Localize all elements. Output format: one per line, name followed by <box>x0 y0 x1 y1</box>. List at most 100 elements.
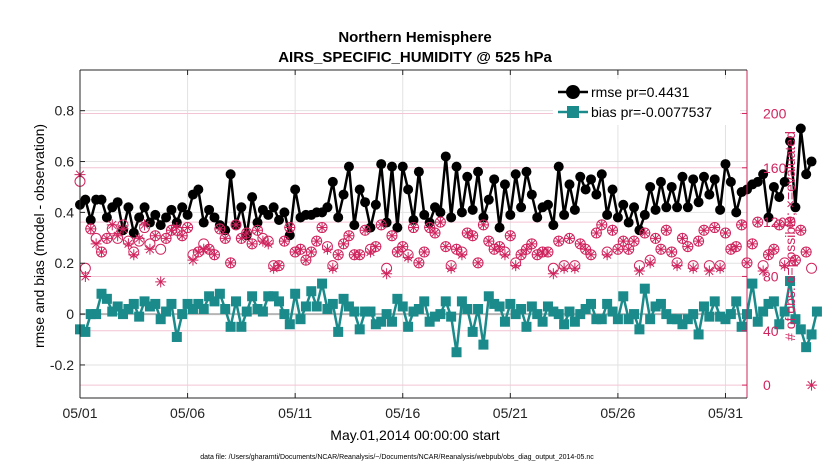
series-1-point-137 <box>811 306 822 317</box>
series-1-point-70 <box>451 347 462 358</box>
series-0-point-51 <box>349 220 360 231</box>
legend-bias-marker <box>567 106 579 118</box>
series-0-point-134 <box>795 123 806 134</box>
series-3-point-70 <box>451 243 463 255</box>
series-1-point-131 <box>779 306 790 317</box>
series-1-point-2 <box>85 309 96 320</box>
series-3-point-106 <box>644 257 656 269</box>
series-0-point-14 <box>150 209 161 220</box>
series-3-point-16 <box>160 232 172 244</box>
series-1-point-49 <box>338 293 349 304</box>
series-1-point-105 <box>639 283 650 294</box>
series-1-point-66 <box>430 311 441 322</box>
series-0-point-90 <box>559 209 570 220</box>
series-3-point-47 <box>327 262 339 274</box>
series-3-point-102 <box>623 243 635 255</box>
series-0-point-68 <box>440 151 451 162</box>
series-1-point-38 <box>279 309 290 320</box>
series-3-point-21 <box>187 254 199 266</box>
series-1-point-34 <box>257 306 268 317</box>
series-3-point-40 <box>289 246 301 258</box>
series-3-point-91 <box>563 232 575 244</box>
series-0-point-11 <box>134 212 145 223</box>
legend-rmse-marker <box>566 85 580 99</box>
series-3-point-123 <box>736 219 748 231</box>
series-0-point-92 <box>569 204 580 215</box>
series-0-point-112 <box>677 171 688 182</box>
series-0-point-56 <box>376 159 387 170</box>
series-3-point-135 <box>800 246 812 258</box>
series-3-point-131 <box>779 260 791 272</box>
series-0-point-22 <box>193 184 204 195</box>
series-3-point-27 <box>219 232 231 244</box>
series-1-point-78 <box>494 301 505 312</box>
series-1-point-97 <box>596 314 607 325</box>
series-0-point-35 <box>263 209 274 220</box>
series-0-point-46 <box>322 202 333 213</box>
series-1-point-60 <box>397 301 408 312</box>
series-3-point-85 <box>531 249 543 261</box>
series-0-point-32 <box>247 192 258 203</box>
y-right-tick-label-0: 0 <box>763 377 771 393</box>
series-3-point-10 <box>128 249 140 261</box>
series-3-point-92 <box>569 262 581 274</box>
series-1-point-39 <box>284 319 295 330</box>
series-3-point-73 <box>467 230 479 242</box>
series-3-point-50 <box>343 230 355 242</box>
series-3-point-109 <box>660 224 672 236</box>
series-3-point-89 <box>553 235 565 247</box>
series-1-point-91 <box>564 306 575 317</box>
series-0-point-67 <box>435 207 446 218</box>
series-3-point-58 <box>386 230 398 242</box>
series-3-point-41 <box>295 243 307 255</box>
series-3-point-97 <box>596 219 608 231</box>
series-3-point-105 <box>639 227 651 239</box>
series-3-point-104 <box>633 265 645 277</box>
series-1-point-77 <box>489 298 500 309</box>
series-0-point-7 <box>112 197 123 208</box>
series-1-point-74 <box>473 304 484 315</box>
series-1-point-21 <box>187 304 198 315</box>
series-3-point-103 <box>628 235 640 247</box>
series-3-point-44 <box>311 235 323 247</box>
series-3-point-74 <box>472 257 484 269</box>
series-0-point-25 <box>209 212 220 223</box>
series-1-point-52 <box>354 324 365 335</box>
series-0-point-99 <box>607 184 618 195</box>
series-3-point-7 <box>112 230 124 242</box>
series-0-point-20 <box>182 209 193 220</box>
y-left-tick-label-1: 0 <box>66 306 74 322</box>
series-1-point-106 <box>645 314 656 325</box>
series-0-point-9 <box>123 202 134 213</box>
data-file-footnote: data file: /Users/gharamti/Documents/NCA… <box>200 454 594 461</box>
series-3-point-31 <box>241 227 253 239</box>
series-3-point-129 <box>768 243 780 255</box>
series-0-point-12 <box>139 202 150 213</box>
legend-bias-label: bias pr=-0.0077537 <box>591 104 712 120</box>
series-1-point-11 <box>134 311 145 322</box>
series-1-point-118 <box>709 296 720 307</box>
series-3-point-81 <box>510 260 522 272</box>
series-1-point-15 <box>155 314 166 325</box>
series-0-point-76 <box>483 194 494 205</box>
series-3-point-132 <box>784 216 796 228</box>
series-3-point-113 <box>682 241 694 253</box>
series-3-point-39 <box>284 222 296 234</box>
series-1-point-3 <box>91 309 102 320</box>
series-1-point-104 <box>634 324 645 335</box>
series-0-point-117 <box>704 189 715 200</box>
x-axis-label: May.01,2014 00:00:00 start <box>330 427 500 443</box>
series-1-point-20 <box>182 298 193 309</box>
y-left-tick-label-4: 0.6 <box>55 154 75 170</box>
y-right-tick-label-5: 200 <box>763 105 787 121</box>
y-right-tick-label-2: 80 <box>763 268 779 284</box>
y-left-tick-label-3: 0.4 <box>55 204 75 220</box>
series-0-point-103 <box>629 202 640 213</box>
series-0-point-85 <box>532 212 543 223</box>
series-1-point-101 <box>618 291 629 302</box>
series-1-point-95 <box>586 298 597 309</box>
series-1-point-84 <box>526 301 537 312</box>
series-0-point-61 <box>403 184 414 195</box>
series-1-point-43 <box>306 286 317 297</box>
series-0-point-101 <box>618 199 629 210</box>
